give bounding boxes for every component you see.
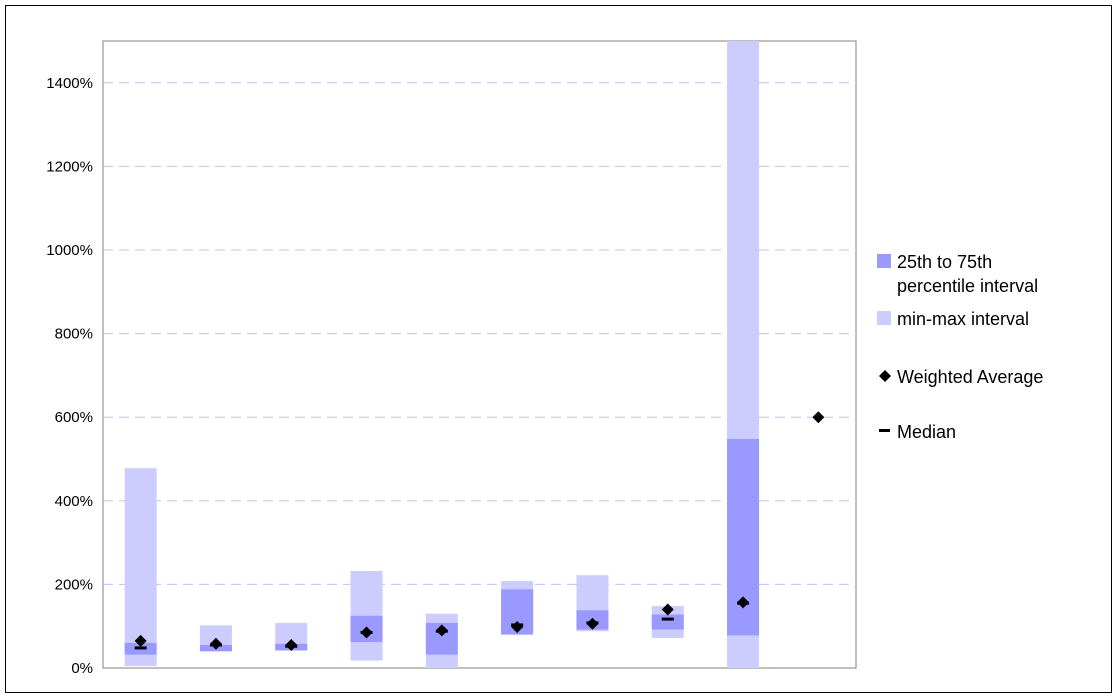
weighted-average-marker xyxy=(661,603,674,616)
legend-swatch xyxy=(877,311,891,325)
iqr-bar xyxy=(651,614,684,630)
weighted-average-marker xyxy=(285,639,298,652)
median-marker xyxy=(661,617,674,621)
y-tick-label: 1400% xyxy=(46,75,93,92)
y-tick-label: 800% xyxy=(55,326,93,343)
legend-label: percentile interval xyxy=(897,276,1038,296)
weighted-average-marker xyxy=(435,624,448,637)
legend-swatch xyxy=(877,254,891,268)
weighted-average-marker xyxy=(511,621,524,634)
weighted-average-marker xyxy=(360,626,373,639)
weighted-average-marker xyxy=(134,634,147,647)
y-tick-label: 1200% xyxy=(46,158,93,175)
y-tick-label: 1000% xyxy=(46,242,93,259)
legend: 25th to 75th percentile interval min-max i… xyxy=(877,252,1043,442)
legend-label: 25th to 75th xyxy=(897,252,992,272)
y-tick-label: 600% xyxy=(55,409,93,426)
y-tick-label: 200% xyxy=(55,576,93,593)
weighted-average-marker xyxy=(737,596,750,609)
legend-dash-icon xyxy=(879,429,890,432)
legend-label: Weighted Average xyxy=(897,367,1043,387)
bars xyxy=(124,41,760,668)
y-tick-label: 0% xyxy=(71,660,93,677)
median-marker xyxy=(134,646,147,650)
legend-label: Median xyxy=(897,422,956,442)
y-axis-ticks: 0% 200% 400% 600% 800% 1000% 1200% 1400% xyxy=(46,75,93,677)
weighted-average-marker xyxy=(586,617,599,630)
weighted-average-marker xyxy=(812,411,825,424)
legend-label: min-max interval xyxy=(897,309,1029,329)
legend-diamond-icon xyxy=(879,370,891,382)
weighted-average-marker xyxy=(209,637,222,650)
min-max-bar xyxy=(124,468,157,666)
y-tick-label: 400% xyxy=(55,493,93,510)
markers xyxy=(134,411,825,652)
